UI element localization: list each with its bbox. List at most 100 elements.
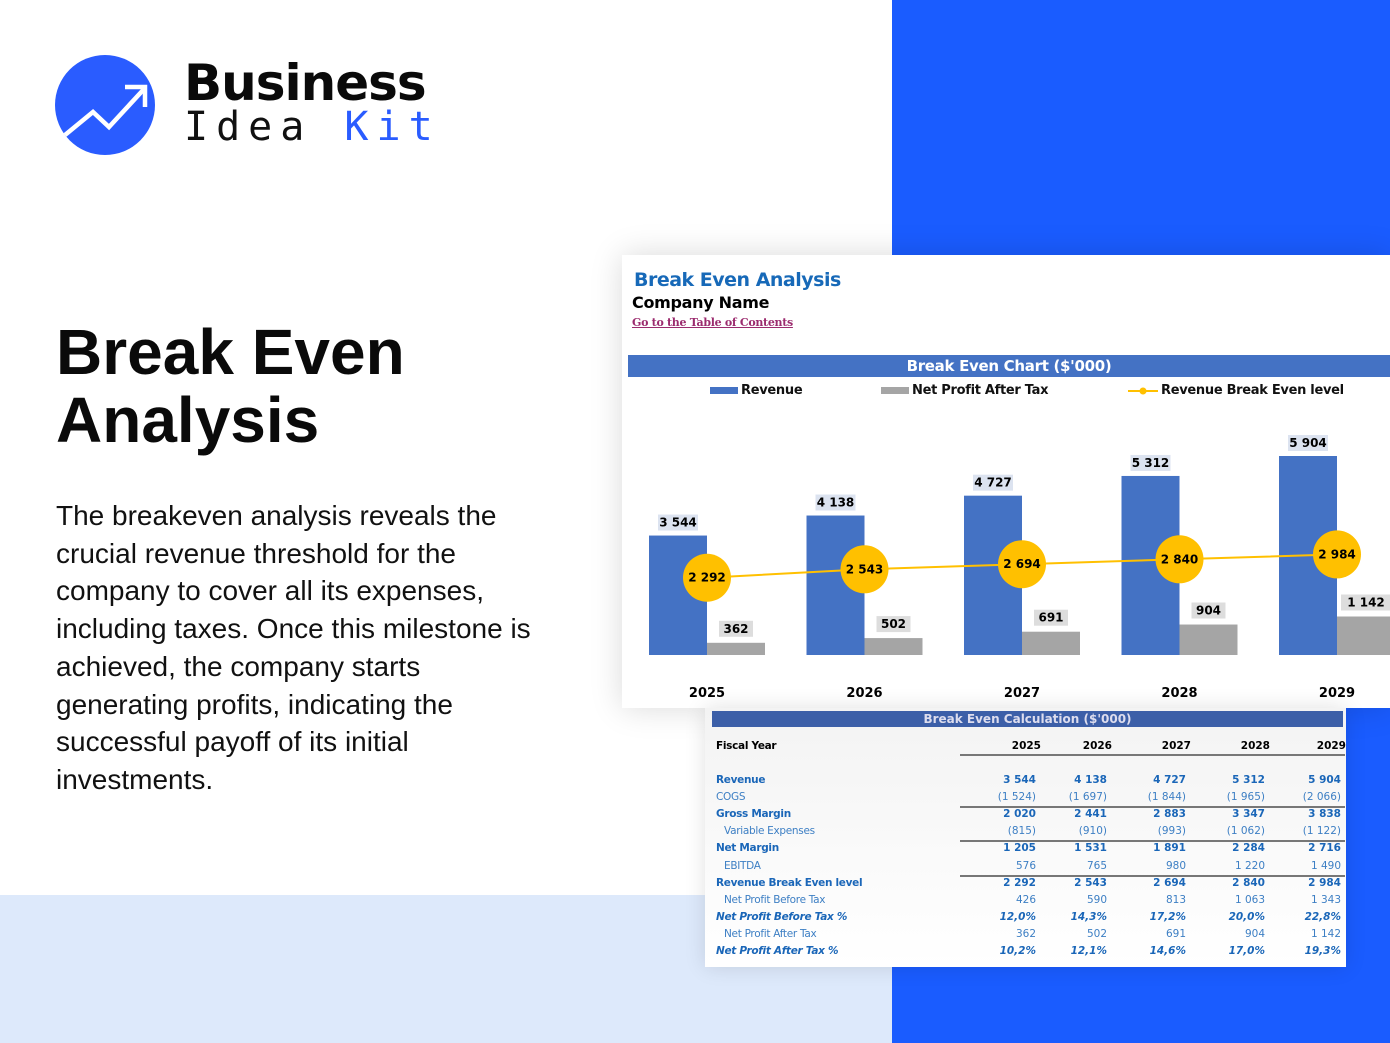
legend-label: Revenue Break Even level	[1161, 383, 1344, 398]
row-value: 2 840	[1232, 876, 1265, 889]
row-value: 1 490	[1310, 859, 1341, 872]
row-value: 362	[1015, 927, 1036, 940]
legend-swatch	[710, 387, 738, 394]
net-profit-bar	[1179, 624, 1238, 655]
table-row: Net Profit Before Tax % 12,0% 14,3% 17,2% 20…	[705, 909, 1346, 926]
net-profit-data-label: 904	[1196, 604, 1221, 618]
row-value: (1 524)	[997, 791, 1036, 804]
table-row: Net Profit After Tax 362 502 691 904 1 142	[705, 926, 1346, 943]
year-header: 2028	[1240, 740, 1270, 752]
row-value: 17,2%	[1149, 910, 1186, 923]
chart-plot: 3 544 362 2025 4 138 502 2026 4 727 691 2027 5 31…	[649, 435, 1390, 701]
row-value: 19,3%	[1304, 945, 1341, 957]
table-row: Variable Expenses (815) (910) (993) (1 062) (…	[705, 823, 1346, 840]
hero-description: The breakeven analysis reveals the cruci…	[56, 500, 531, 795]
row-value: 980	[1165, 859, 1186, 872]
year-header: 2026	[1082, 740, 1112, 752]
table-header-row: Fiscal Year 2025 2026 2027 2028 2029	[705, 738, 1346, 755]
revenue-data-label: 5 312	[1132, 456, 1170, 470]
table-row: Revenue Break Even level 2 292 2 543 2 694 2…	[705, 875, 1346, 892]
divider	[960, 840, 1345, 843]
calculation-table: Break Even Calculation ($'000) Fiscal Ye…	[705, 708, 1346, 967]
row-value: (1 122)	[1302, 825, 1341, 838]
row-value: 1 220	[1234, 859, 1265, 872]
legend-break-even: Revenue Break Even level	[1128, 383, 1344, 398]
data-label-bg	[1191, 602, 1226, 619]
row-value: 1 205	[1003, 842, 1036, 855]
toc-link[interactable]: Go to the Table of Contents	[632, 316, 793, 329]
row-value: 4 727	[1153, 774, 1186, 786]
row-value: (993)	[1157, 825, 1186, 838]
row-value: 14,6%	[1149, 945, 1186, 957]
row-value: 5 904	[1308, 774, 1341, 786]
break-even-marker	[1313, 530, 1361, 579]
row-value: 813	[1165, 893, 1186, 906]
row-value: (910)	[1078, 825, 1107, 838]
row-value: (1 965)	[1226, 791, 1265, 804]
trend-arrow-circle-icon	[55, 55, 155, 155]
row-value: 2 716	[1308, 842, 1341, 855]
row-value: 2 020	[1003, 808, 1036, 821]
row-value: 20,0%	[1228, 910, 1265, 923]
x-tick-label: 2026	[846, 686, 882, 701]
row-value: 3 347	[1232, 808, 1265, 821]
chart-card: Break Even Analysis Company Name Go to t…	[622, 255, 1390, 708]
row-value: 17,0%	[1228, 945, 1265, 957]
row-value: 2 441	[1074, 808, 1107, 821]
data-label-bg	[719, 620, 753, 637]
legend-label: Revenue	[741, 383, 803, 398]
revenue-data-label: 5 904	[1289, 436, 1327, 450]
brand-subname: Idea Kit	[184, 104, 441, 150]
hero-title-line2: Analysis	[56, 384, 320, 456]
row-value: 765	[1086, 859, 1107, 872]
data-label-bg	[973, 474, 1013, 491]
year-header: 2027	[1161, 740, 1191, 752]
x-tick-label: 2028	[1161, 686, 1197, 701]
row-value: 3 544	[1003, 774, 1036, 786]
table-row: EBITDA 576 765 980 1 220 1 490	[705, 858, 1346, 875]
header-label: Fiscal Year	[716, 740, 777, 752]
legend-revenue: Revenue	[710, 383, 803, 398]
brand-kit: Kit	[344, 104, 441, 150]
net-profit-bar	[1337, 616, 1390, 655]
row-label: Net Profit After Tax	[724, 927, 817, 940]
legend-line-marker	[1128, 387, 1158, 394]
break-even-marker	[683, 553, 731, 602]
break-even-data-label: 2 984	[1318, 547, 1356, 561]
net-profit-data-label: 502	[881, 617, 906, 631]
row-label: Net Profit After Tax %	[716, 945, 839, 957]
row-value: 14,3%	[1070, 910, 1107, 923]
divider	[960, 874, 1345, 877]
row-value: 576	[1015, 859, 1036, 872]
table-row: COGS (1 524) (1 697) (1 844) (1 965) (2 066)	[705, 789, 1346, 806]
row-value: 22,8%	[1304, 910, 1341, 923]
table-row: Revenue 3 544 4 138 4 727 5 312 5 904	[705, 772, 1346, 789]
row-value: (1 062)	[1226, 825, 1265, 838]
data-label-bg	[815, 494, 856, 511]
row-value: (1 844)	[1147, 791, 1186, 804]
divider	[960, 806, 1345, 809]
row-value: 1 063	[1234, 893, 1265, 906]
table-row: Gross Margin 2 020 2 441 2 883 3 347 3 838	[705, 806, 1346, 823]
row-value: 1 142	[1310, 927, 1341, 940]
brand-name: Business	[184, 54, 427, 112]
row-value: 2 543	[1074, 876, 1107, 889]
row-label: COGS	[716, 791, 746, 804]
year-header: 2025	[1011, 740, 1041, 752]
revenue-data-label: 4 138	[817, 496, 855, 510]
revenue-data-label: 4 727	[974, 476, 1012, 490]
row-value: 1 531	[1074, 842, 1107, 855]
row-value: 2 984	[1308, 876, 1341, 889]
chart-title: Break Even Chart ($'000)	[628, 355, 1390, 377]
break-even-marker	[1155, 535, 1204, 584]
row-label: Revenue	[716, 774, 766, 786]
data-label-bg	[1288, 435, 1328, 451]
row-value: 5 312	[1232, 774, 1265, 786]
legend-label: Net Profit After Tax	[912, 383, 1049, 398]
company-name: Company Name	[632, 293, 770, 312]
brand-idea: Idea	[184, 104, 313, 150]
row-label: Revenue Break Even level	[716, 876, 863, 889]
hero-title: Break Even Analysis	[56, 318, 556, 454]
break-even-data-label: 2 694	[1003, 557, 1041, 571]
row-value: 3 838	[1308, 808, 1341, 821]
